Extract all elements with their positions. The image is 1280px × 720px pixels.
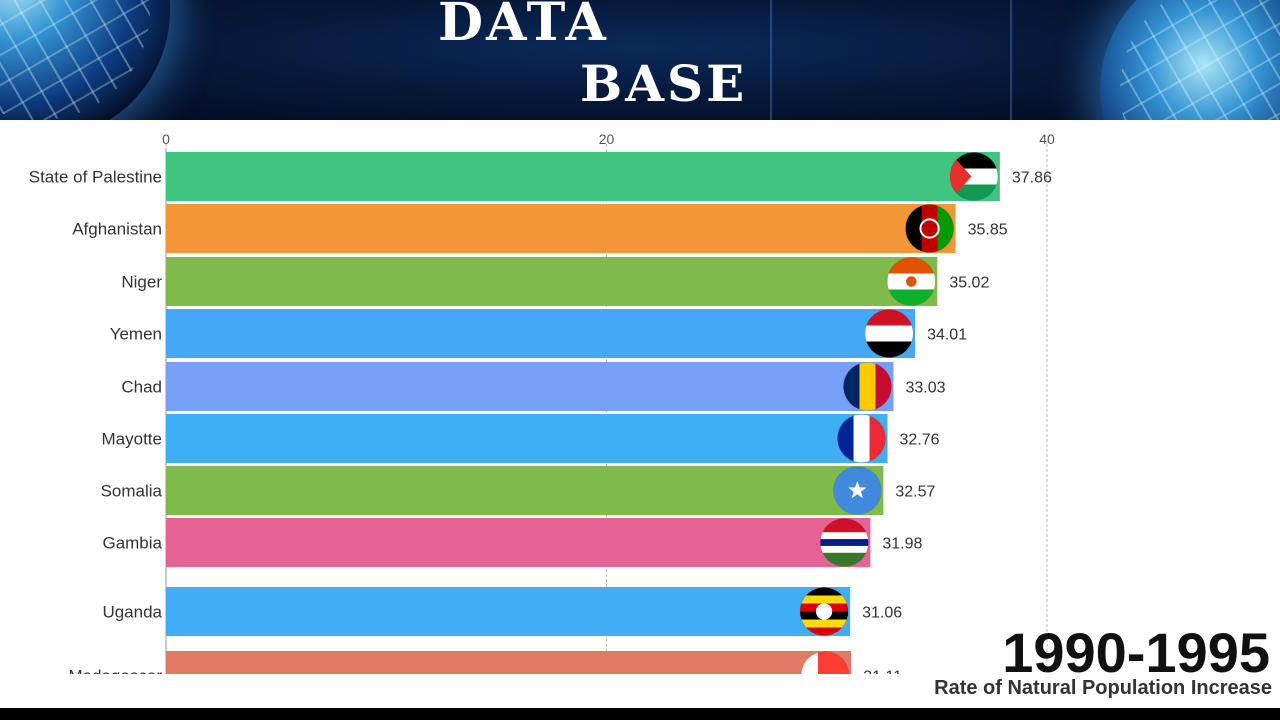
- globe-graphic-right: [1100, 0, 1280, 120]
- value-label: 35.02: [949, 275, 989, 292]
- bar-somalia: [166, 466, 884, 515]
- header-banner: DATA BASE: [0, 0, 1280, 120]
- category-label: Afghanistan: [72, 220, 162, 239]
- value-label: 37.86: [1012, 170, 1052, 187]
- category-label: Uganda: [102, 603, 162, 622]
- bar-gambia: [166, 518, 871, 567]
- category-label: Madagascar: [68, 667, 162, 675]
- niger-flag-icon: [886, 257, 936, 306]
- category-label: Chad: [121, 378, 162, 397]
- value-label: 33.03: [905, 380, 945, 397]
- gambia-flag-icon: [819, 518, 869, 567]
- bar-afghanistan: [166, 204, 956, 253]
- category-label: Somalia: [101, 482, 163, 501]
- value-label: 31.98: [882, 536, 922, 553]
- bar-yemen: [166, 309, 916, 358]
- period-label: 1990-1995: [1002, 621, 1270, 684]
- yemen-flag-icon: [864, 309, 914, 358]
- category-label: Niger: [121, 273, 162, 292]
- bottom-bar: [0, 708, 1280, 720]
- category-label: Gambia: [102, 534, 162, 553]
- circuit-line: [1010, 0, 1012, 120]
- globe-graphic-left: [0, 0, 170, 120]
- banner-title-line1: DATA: [438, 0, 609, 53]
- bar-chart-area: 0 20 40 State of Palestine 37.86 Afghanistan 3…: [0, 120, 1280, 674]
- category-label: State of Palestine: [29, 168, 162, 187]
- bar-madagascar: [166, 651, 852, 674]
- x-tick-label: 20: [599, 131, 615, 147]
- x-tick-label: 40: [1039, 131, 1055, 147]
- bar-uganda: [166, 587, 851, 636]
- value-label: 35.85: [968, 222, 1008, 239]
- bar-mayotte: [166, 414, 888, 463]
- category-label: Mayotte: [102, 430, 162, 449]
- value-label: 31.11: [863, 669, 902, 675]
- bar-chad: [166, 362, 894, 411]
- value-label: 32.57: [895, 484, 935, 501]
- palestine-flag-icon: [949, 152, 999, 201]
- value-label: 34.01: [927, 327, 967, 344]
- bar-state-of-palestine: [166, 152, 1000, 201]
- bar-chart: 0 20 40 State of Palestine 37.86 Afghanistan 3…: [29, 131, 1055, 675]
- chart-subtitle: Rate of Natural Population Increase: [934, 677, 1272, 699]
- chad-flag-icon: [842, 362, 892, 411]
- x-tick-label: 0: [162, 131, 170, 147]
- afghanistan-flag-icon: [905, 204, 955, 253]
- category-label: Yemen: [110, 325, 162, 344]
- france-flag-icon: [837, 414, 887, 463]
- value-label: 31.06: [862, 605, 902, 622]
- uganda-flag-icon: [799, 587, 849, 636]
- circuit-line: [770, 0, 772, 120]
- somalia-flag-icon: [832, 466, 882, 515]
- bar-niger: [166, 257, 938, 306]
- banner-title-line2: BASE: [580, 54, 748, 113]
- value-label: 32.76: [900, 432, 940, 449]
